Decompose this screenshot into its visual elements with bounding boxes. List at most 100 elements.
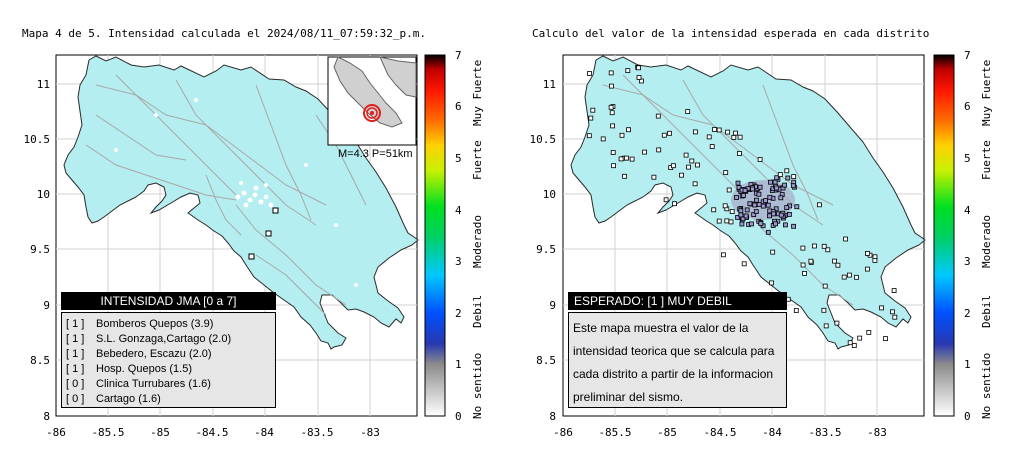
district-marker	[765, 202, 771, 208]
district-marker	[742, 187, 748, 193]
district-marker	[808, 258, 814, 264]
district-marker	[851, 343, 857, 348]
svg-text:-83.5: -83.5	[300, 426, 333, 439]
svg-text:-85: -85	[657, 426, 677, 439]
district-marker	[610, 150, 616, 155]
svg-text:Fuerte: Fuerte	[471, 140, 484, 180]
district-marker	[726, 187, 732, 193]
svg-text:10.5: 10.5	[24, 133, 51, 146]
district-marker	[636, 75, 642, 80]
svg-text:3: 3	[964, 255, 971, 268]
district-marker	[716, 127, 722, 133]
svg-text:7: 7	[455, 49, 462, 62]
district-marker	[672, 201, 677, 207]
district-marker	[753, 209, 759, 215]
svg-text:9: 9	[43, 299, 50, 312]
svg-text:11: 11	[543, 78, 556, 91]
district-marker	[685, 109, 691, 114]
district-marker	[786, 211, 792, 217]
district-marker	[739, 221, 745, 227]
station-list: [ 1 ] Bomberos Quepos (3.9) [ 1 ] S.L. Gon…	[61, 312, 276, 408]
district-marker	[686, 164, 691, 170]
svg-text:Muy Fuerte: Muy Fuerte	[980, 60, 993, 126]
svg-text:Debil: Debil	[471, 295, 484, 328]
right-x-ticks: -86 -85.5 -85 -84.5 -84 -83.5 -83	[553, 426, 887, 439]
district-marker	[763, 198, 769, 204]
svg-text:10: 10	[37, 188, 50, 201]
district-marker	[822, 283, 828, 289]
expected-intensity-title: ESPERADO: [1 ] MUY DEBIL	[568, 292, 787, 310]
district-marker	[725, 129, 731, 135]
district-marker	[587, 71, 592, 76]
district-marker	[619, 132, 625, 138]
district-marker	[689, 158, 695, 164]
district-marker	[883, 336, 888, 342]
district-marker	[784, 168, 790, 174]
right-map-title: Calculo del valor de la intensidad esper…	[532, 27, 930, 40]
svg-text:9.5: 9.5	[30, 243, 50, 256]
district-marker	[735, 214, 741, 220]
district-marker	[800, 245, 806, 251]
district-marker	[590, 107, 596, 113]
svg-text:6: 6	[964, 100, 971, 113]
svg-text:8: 8	[43, 410, 50, 423]
left-station-dots	[114, 98, 358, 287]
district-marker	[722, 203, 728, 209]
district-marker	[618, 156, 624, 162]
svg-text:8.5: 8.5	[536, 354, 556, 367]
district-marker	[608, 70, 614, 76]
list-item: [ 1 ] Hosp. Quepos (1.5)	[66, 363, 192, 375]
district-marker	[651, 174, 657, 180]
svg-text:-85.5: -85.5	[91, 426, 124, 439]
svg-text:4: 4	[455, 204, 462, 217]
district-marker	[706, 134, 712, 140]
district-marker	[692, 129, 698, 135]
inset-map	[327, 56, 417, 146]
svg-text:-84.5: -84.5	[703, 426, 736, 439]
left-rivers	[85, 74, 367, 316]
district-marker	[750, 186, 755, 192]
district-marker	[774, 185, 779, 191]
list-item: [ 0 ] Cartago (1.6)	[66, 393, 161, 405]
district-marker	[774, 175, 780, 181]
svg-text:8: 8	[549, 410, 556, 423]
district-marker	[753, 197, 759, 203]
district-marker	[770, 249, 776, 255]
district-marker	[600, 136, 606, 142]
district-marker	[857, 335, 863, 341]
district-marker	[784, 205, 790, 211]
district-marker	[782, 182, 788, 188]
district-marker	[625, 68, 631, 74]
district-marker	[892, 314, 898, 320]
svg-text:9: 9	[549, 299, 556, 312]
district-marker	[751, 212, 757, 218]
left-station-marker	[272, 207, 279, 214]
district-marker	[757, 184, 763, 190]
district-marker	[735, 180, 741, 186]
svg-text:-83: -83	[360, 426, 380, 439]
svg-text:-83.5: -83.5	[808, 426, 841, 439]
district-marker	[791, 223, 797, 229]
svg-text:1: 1	[964, 358, 971, 371]
district-marker	[773, 221, 779, 227]
svg-text:No sentido: No sentido	[471, 353, 484, 419]
info-text: Este mapa muestra el valor de la intensi…	[573, 321, 775, 404]
svg-text:Moderado: Moderado	[980, 215, 993, 268]
list-item: [ 1 ] Bomberos Quepos (3.9)	[66, 318, 214, 330]
left-x-ticks: -86 -85.5 -85 -84.5 -84 -83.5 -83	[46, 426, 380, 439]
district-marker	[832, 258, 838, 264]
district-marker	[756, 191, 762, 197]
district-marker	[872, 257, 878, 263]
svg-text:10: 10	[543, 188, 556, 201]
svg-text:11: 11	[37, 78, 50, 91]
district-marker	[785, 175, 791, 181]
district-marker	[778, 195, 784, 201]
district-marker	[854, 274, 859, 280]
svg-text:9.5: 9.5	[536, 243, 556, 256]
district-marker	[782, 222, 788, 228]
district-marker	[679, 172, 684, 178]
svg-text:2: 2	[964, 307, 971, 320]
district-marker	[663, 197, 669, 203]
svg-text:-85.5: -85.5	[598, 426, 631, 439]
district-marker	[772, 179, 778, 185]
